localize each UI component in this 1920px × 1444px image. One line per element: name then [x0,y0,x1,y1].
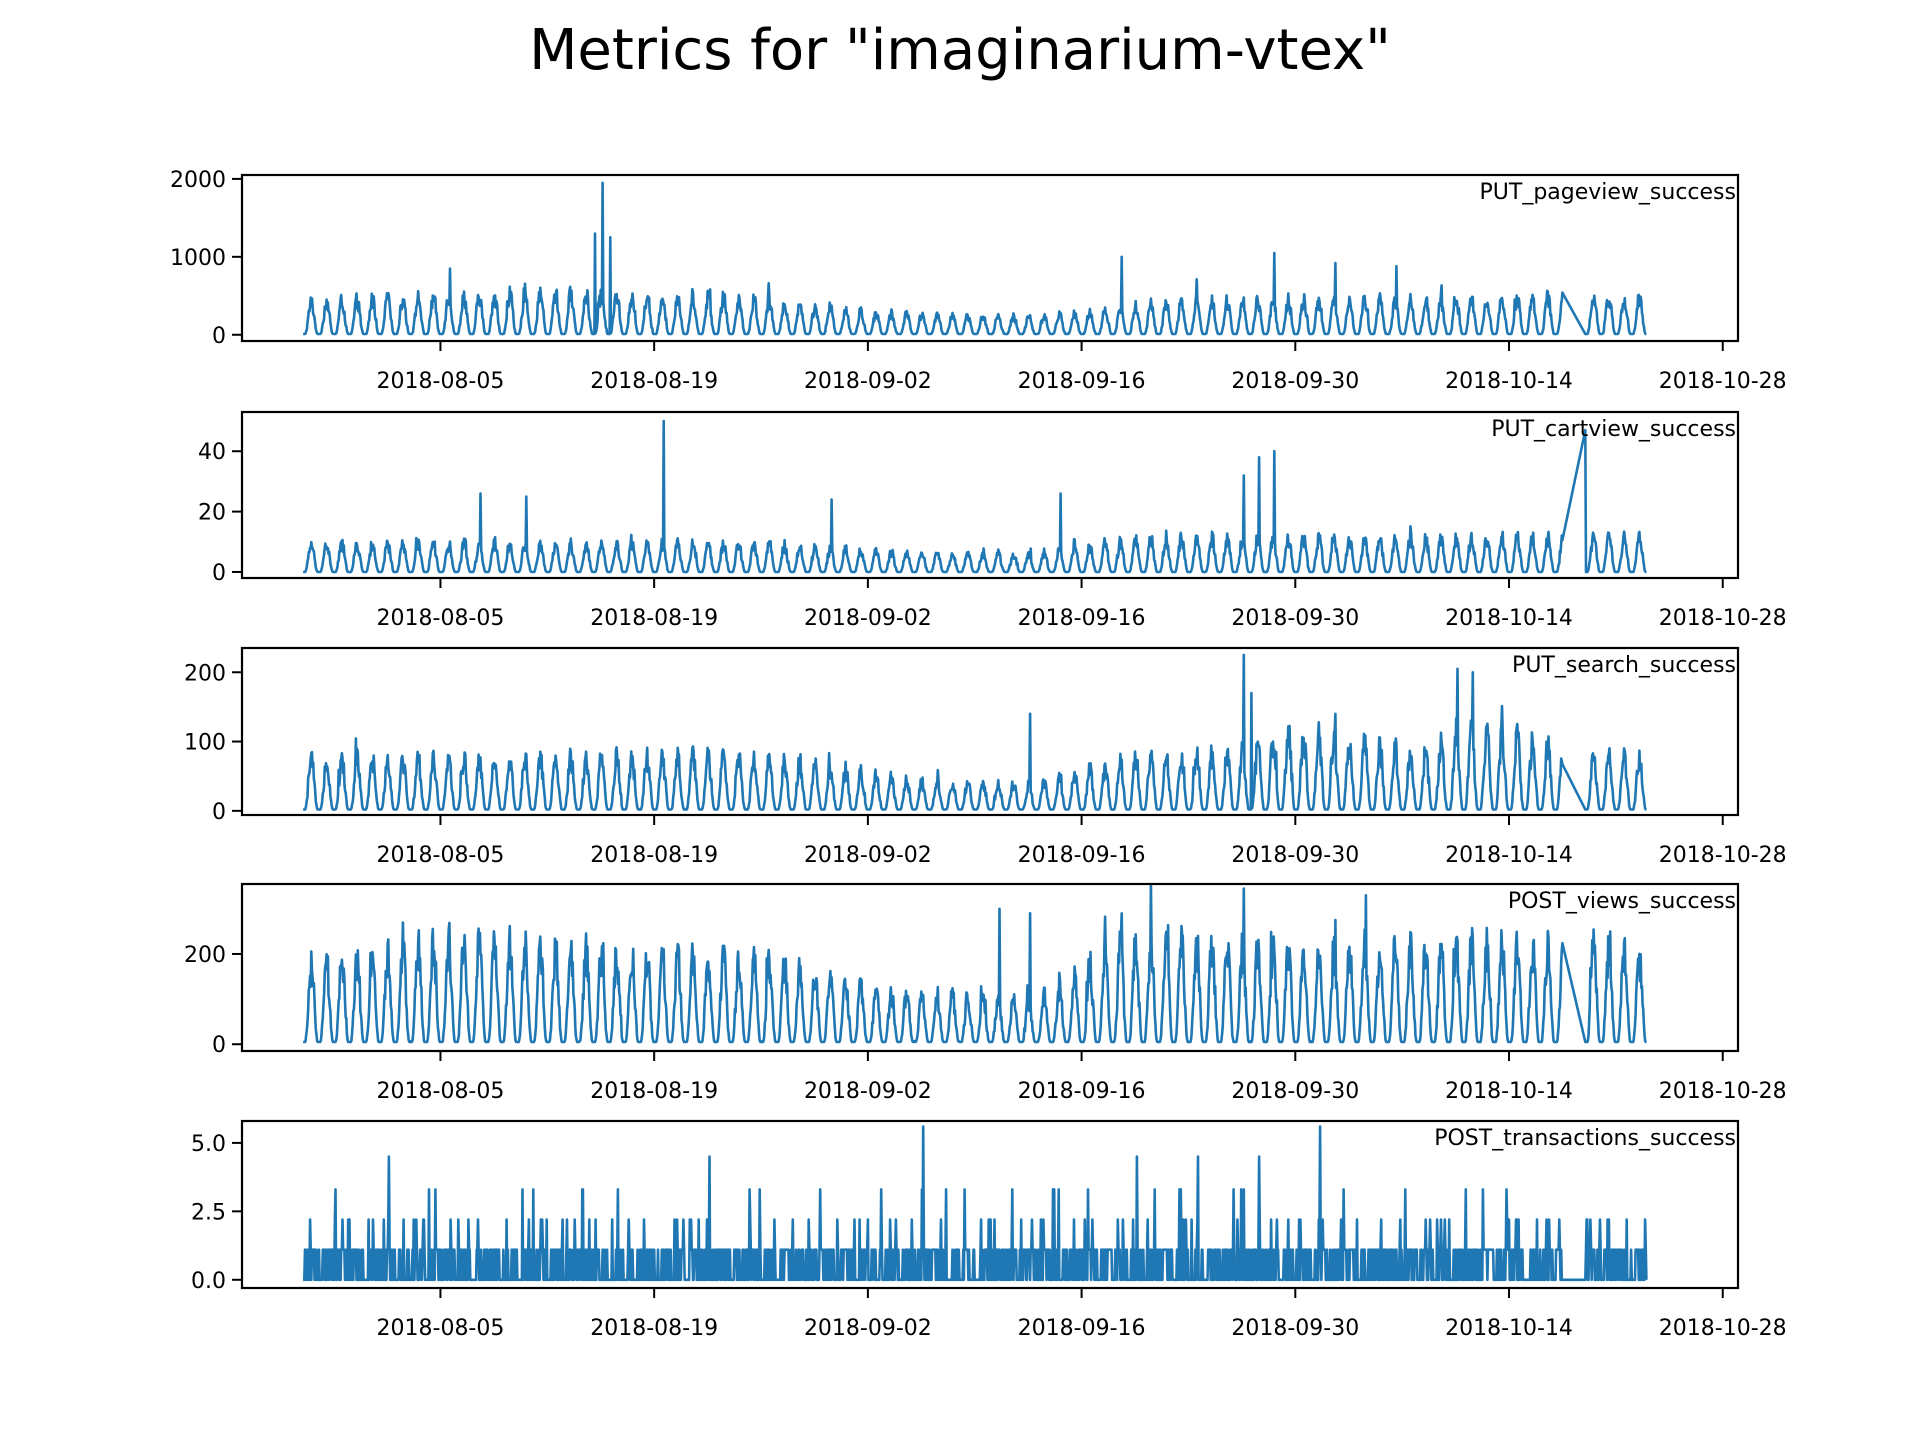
x-tick-label: 2018-10-14 [1445,1079,1573,1104]
figure-title: Metrics for "imaginarium-vtex" [529,18,1391,83]
x-tick-label: 2018-09-30 [1231,1316,1359,1341]
y-tick-label: 0 [212,561,226,586]
x-tick-label: 2018-08-05 [377,843,505,868]
y-tick-label: 2000 [170,168,226,193]
x-tick-label: 2018-09-16 [1018,369,1146,394]
x-tick-label: 2018-09-02 [804,606,932,631]
x-tick-label: 2018-10-28 [1659,843,1787,868]
series-label: POST_views_success [1508,889,1736,914]
x-tick-label: 2018-10-14 [1445,369,1573,394]
y-tick-label: 0 [212,324,226,349]
x-tick-label: 2018-09-30 [1231,606,1359,631]
subplot-3: 2018-08-05 2018-08-19 2018-09-02 2018-09-16… [184,646,1787,868]
x-tick-label: 2018-08-05 [377,1079,505,1104]
x-tick-label: 2018-08-19 [590,1079,718,1104]
x-tick-label: 2018-09-30 [1231,843,1359,868]
x-tick-label: 2018-08-05 [377,1316,505,1341]
x-tick-label: 2018-08-19 [590,843,718,868]
series-label: PUT_search_success [1512,653,1736,678]
x-tick-label: 2018-09-02 [804,843,932,868]
series-line-PUT_cartview_success [302,419,1648,574]
x-tick-label: 2018-10-14 [1445,606,1573,631]
axes-frame [240,882,1740,1053]
y-tick-label: 0.0 [191,1269,226,1294]
series-label: PUT_pageview_success [1480,180,1736,205]
x-tick-label: 2018-08-19 [590,606,718,631]
subplot-4: 2018-08-05 2018-08-19 2018-09-02 2018-09-16… [184,882,1787,1104]
y-tick-label: 100 [184,731,226,756]
subplot-1: 2018-08-05 2018-08-19 2018-09-02 2018-09-16… [170,168,1787,394]
x-tick-label: 2018-09-16 [1018,843,1146,868]
series-line-POST_views_success [302,884,1648,1044]
x-tick-label: 2018-09-16 [1018,606,1146,631]
y-tick-label: 40 [198,440,226,465]
y-tick-label: 5.0 [191,1132,226,1157]
series-line-POST_transactions_success [302,1125,1648,1282]
x-tick-label: 2018-09-02 [804,369,932,394]
x-tick-label: 2018-08-05 [377,369,505,394]
y-tick-label: 2.5 [191,1200,226,1225]
series-line-PUT_pageview_success [302,181,1648,336]
x-tick-label: 2018-10-28 [1659,606,1787,631]
series-label: PUT_cartview_success [1491,417,1736,442]
x-tick-label: 2018-10-14 [1445,843,1573,868]
x-tick-label: 2018-10-14 [1445,1316,1573,1341]
subplot-2: 2018-08-05 2018-08-19 2018-09-02 2018-09-16… [198,410,1787,631]
series-label: POST_transactions_success [1434,1126,1736,1151]
axes-frame [240,646,1740,817]
y-tick-label: 200 [184,943,226,968]
x-tick-label: 2018-09-30 [1231,1079,1359,1104]
x-tick-label: 2018-09-30 [1231,369,1359,394]
y-tick-label: 20 [198,501,226,526]
x-tick-label: 2018-10-28 [1659,1079,1787,1104]
x-tick-label: 2018-09-16 [1018,1079,1146,1104]
x-tick-label: 2018-09-02 [804,1316,932,1341]
axes-frame [240,1119,1740,1290]
subplot-5: 2018-08-05 2018-08-19 2018-09-02 2018-09-16… [191,1119,1787,1341]
axes-frame [240,410,1740,580]
y-tick-label: 200 [184,661,226,686]
x-tick-label: 2018-08-19 [590,369,718,394]
x-tick-label: 2018-10-28 [1659,1316,1787,1341]
x-tick-label: 2018-09-16 [1018,1316,1146,1341]
x-tick-label: 2018-08-19 [590,1316,718,1341]
axes-frame [240,173,1740,343]
y-tick-label: 0 [212,800,226,825]
series-line-PUT_search_success [302,653,1648,811]
y-tick-label: 0 [212,1033,226,1058]
y-tick-label: 1000 [170,246,226,271]
x-tick-label: 2018-09-02 [804,1079,932,1104]
x-tick-label: 2018-10-28 [1659,369,1787,394]
x-tick-label: 2018-08-05 [377,606,505,631]
